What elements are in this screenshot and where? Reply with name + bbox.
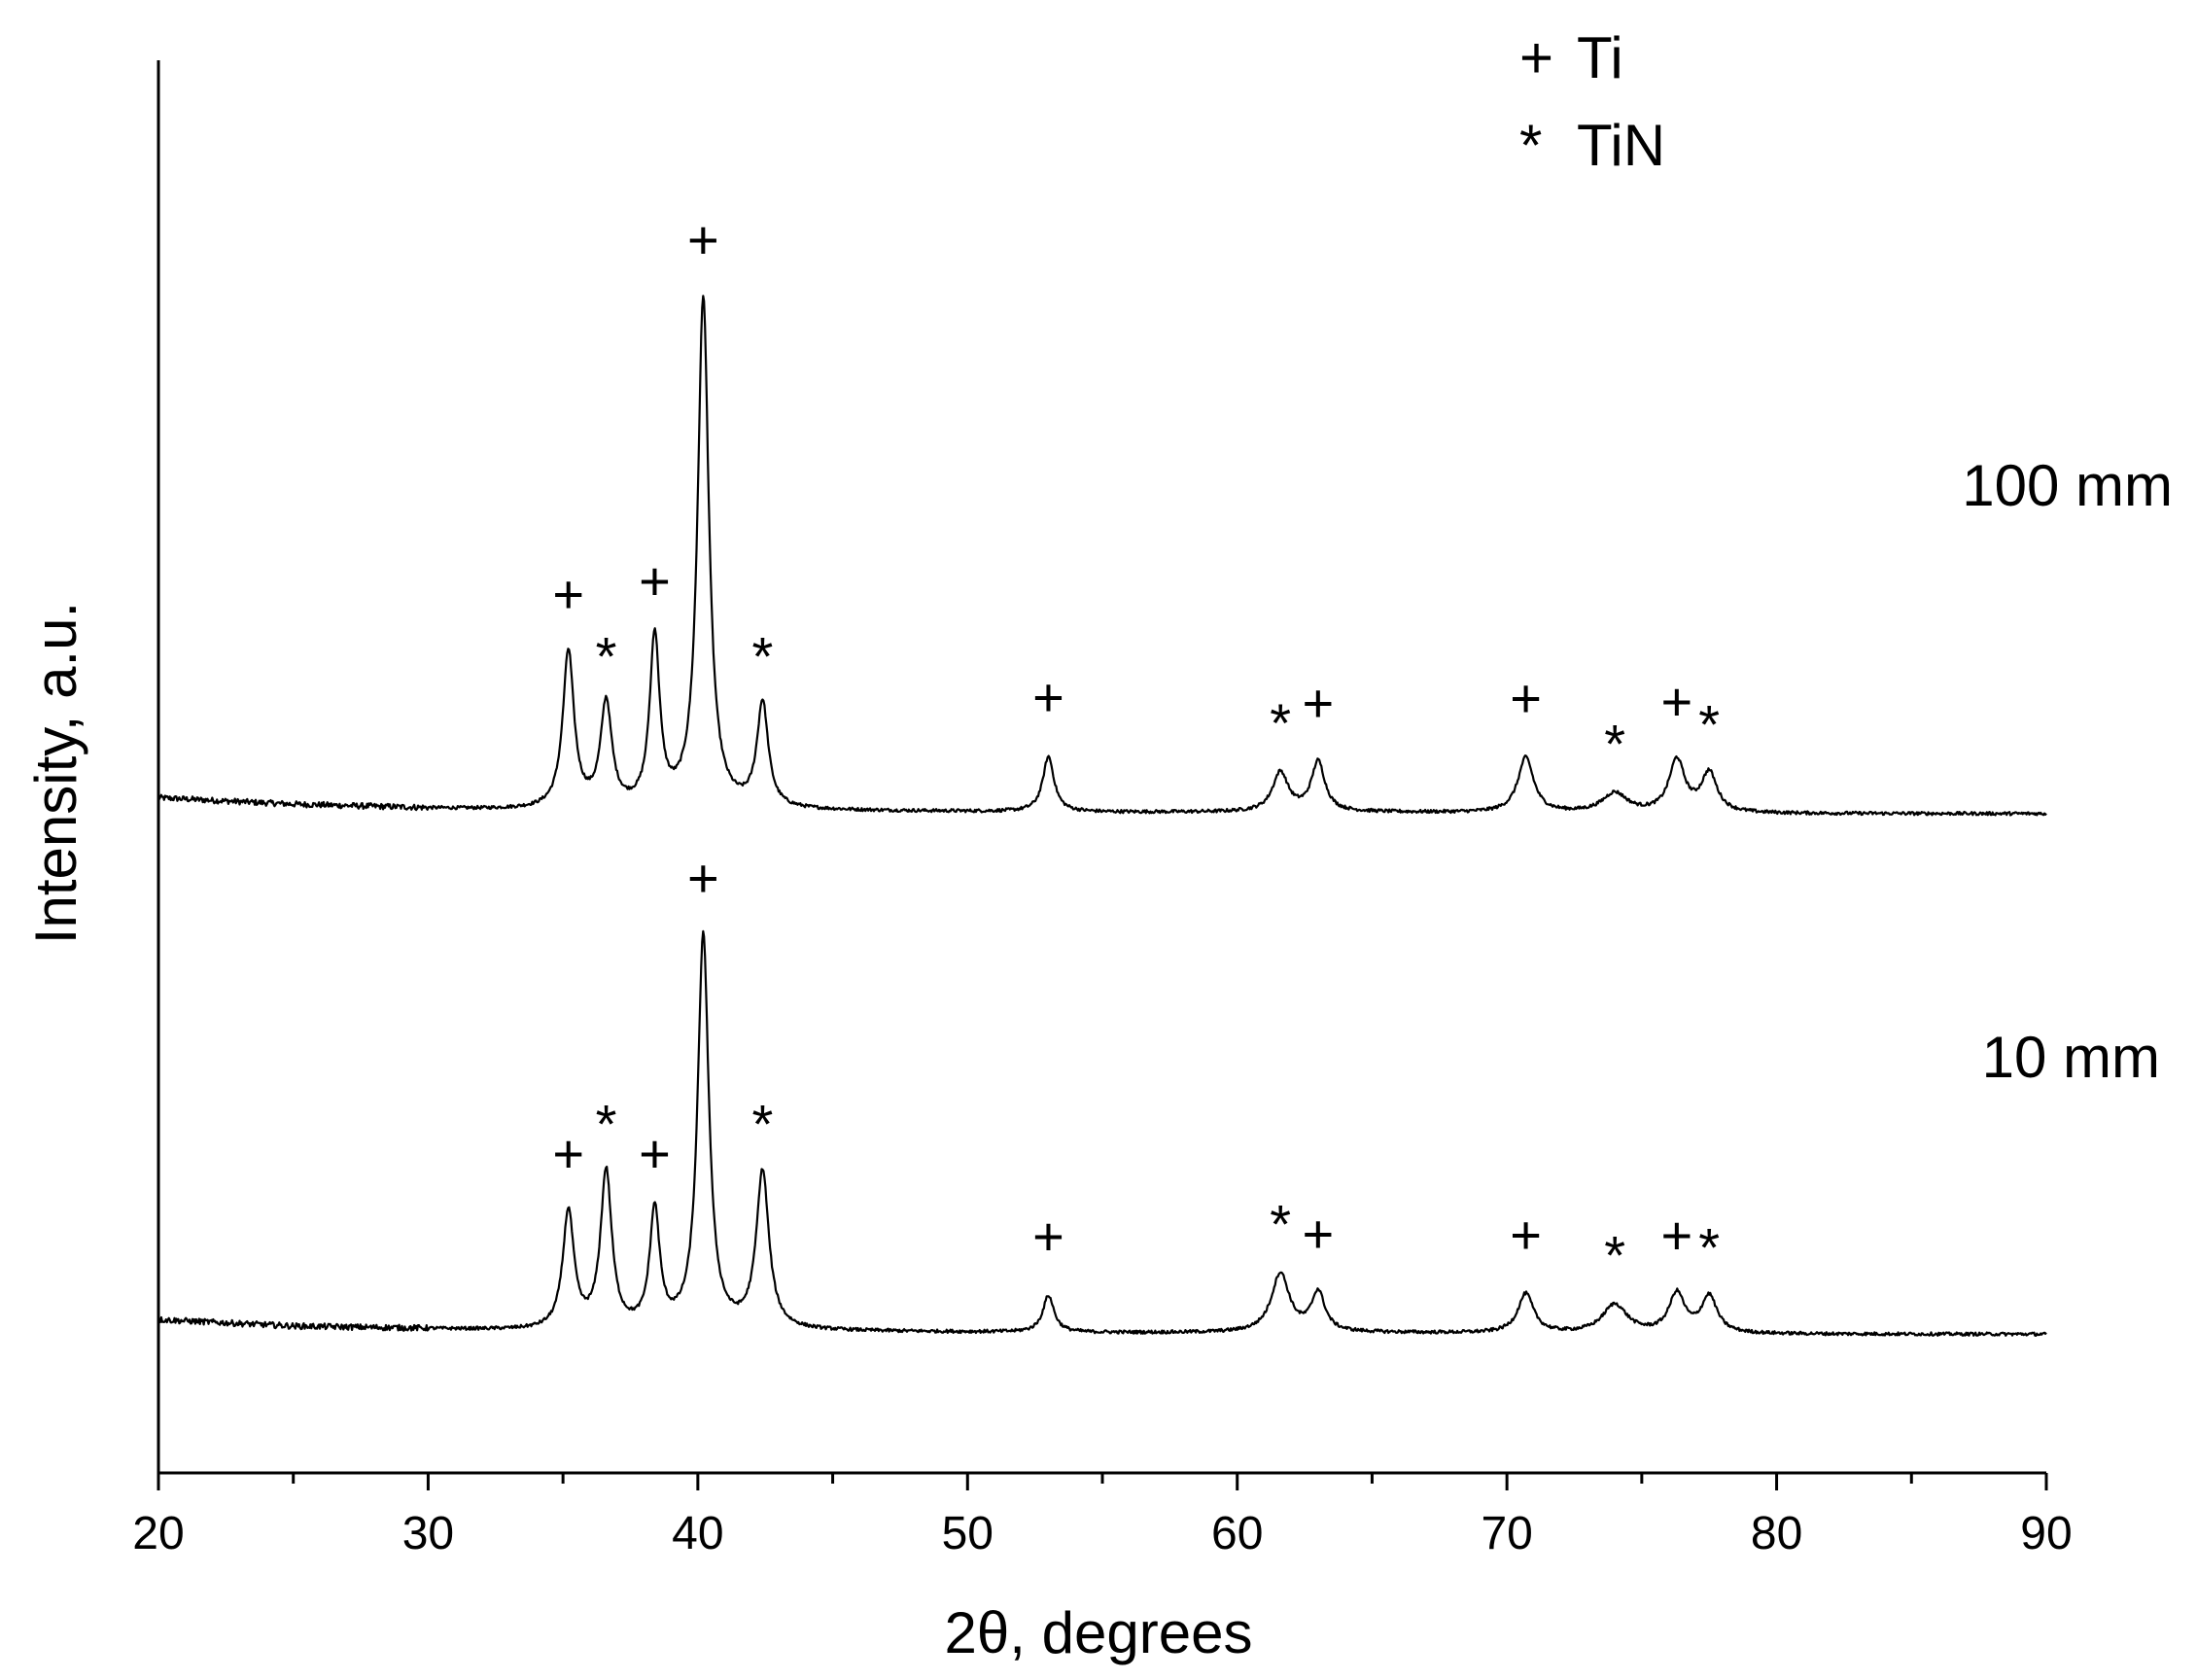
peak-marker-1-8: +: [1510, 1204, 1542, 1265]
x-tick-label-80: 80: [1751, 1508, 1802, 1559]
legend-entry-ti-label: Ti: [1577, 25, 1623, 90]
peak-marker-0-1: *: [596, 625, 617, 686]
series-label-100mm: 100 mm: [1962, 453, 2173, 518]
peak-marker-1-7: +: [1303, 1204, 1335, 1265]
x-tick-label-60: 60: [1211, 1508, 1263, 1559]
axes: 20 30 40 50 60 70 80 90: [132, 60, 2073, 1559]
x-tick-label-20: 20: [132, 1508, 184, 1559]
peak-marker-0-7: +: [1303, 672, 1335, 733]
x-tick-label-90: 90: [2020, 1508, 2072, 1559]
peak-marker-1-4: *: [752, 1094, 774, 1155]
legend-entry-ti-symbol: +: [1519, 25, 1553, 90]
peak-marker-1-3: +: [687, 848, 719, 909]
peak-marker-0-9: *: [1604, 714, 1625, 775]
x-tick-label-40: 40: [672, 1508, 723, 1559]
peak-marker-1-10: +: [1661, 1205, 1693, 1266]
peak-marker-1-2: +: [639, 1123, 671, 1184]
series-line-0: [157, 295, 2047, 817]
x-tick-label-70: 70: [1481, 1508, 1532, 1559]
x-tick-label-30: 30: [402, 1508, 454, 1559]
peak-marker-1-1: *: [596, 1094, 617, 1155]
series-label-10mm: 10 mm: [1982, 1025, 2160, 1090]
peak-marker-1-9: *: [1604, 1225, 1625, 1286]
legend-entry-tin-label: TiN: [1577, 113, 1665, 178]
peak-marker-0-8: +: [1510, 668, 1542, 729]
peak-marker-layer: +*++*+ * + +*+ *+ * ++*+ * + + * + *: [552, 209, 1720, 1286]
peak-marker-0-0: +: [552, 563, 584, 624]
peak-marker-1-0: +: [552, 1123, 584, 1184]
peak-marker-0-11: *: [1698, 694, 1720, 755]
peak-marker-0-6: *: [1270, 692, 1291, 753]
legend-entry-tin-symbol: *: [1519, 113, 1542, 178]
y-axis-title: Intensity, a.u.: [23, 602, 88, 944]
legend: + Ti * TiN: [1519, 25, 1665, 178]
peak-marker-1-5: +: [1032, 1206, 1064, 1267]
peak-marker-0-10: +: [1661, 671, 1693, 732]
peak-marker-0-2: +: [639, 550, 671, 612]
peak-marker-0-4: *: [752, 625, 774, 686]
peak-marker-0-3: +: [687, 209, 719, 270]
series-line-1: [157, 929, 2047, 1337]
peak-marker-1-11: *: [1698, 1217, 1720, 1278]
peak-marker-1-6: *: [1270, 1193, 1291, 1254]
peak-marker-0-5: +: [1032, 667, 1064, 728]
x-tick-label-50: 50: [942, 1508, 994, 1559]
x-axis-title: 2θ, degrees: [945, 1600, 1253, 1665]
series-layer: [157, 295, 2047, 1337]
